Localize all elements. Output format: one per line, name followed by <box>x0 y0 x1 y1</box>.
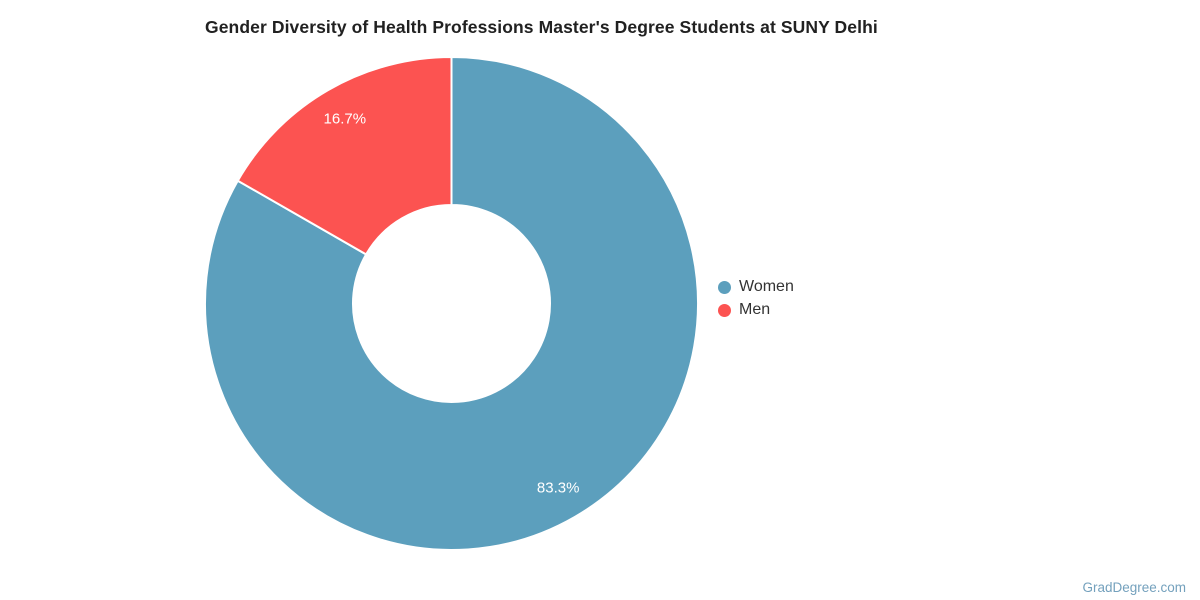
data-label-women: 83.3% <box>537 479 580 496</box>
legend-item-men[interactable]: Men <box>718 301 794 319</box>
pie-slice-men[interactable] <box>236 56 453 256</box>
legend-item-women[interactable]: Women <box>718 278 794 296</box>
legend-marker-women-icon <box>718 280 731 294</box>
data-label-men: 16.7% <box>324 111 367 128</box>
pie-slice-women[interactable] <box>204 56 699 551</box>
watermark-credit-link[interactable]: GradDegree.com <box>1082 580 1186 595</box>
legend-marker-men-icon <box>718 303 731 317</box>
legend-label-men: Men <box>739 301 771 318</box>
legend-label-women: Women <box>739 278 794 295</box>
legend: Women Men <box>718 278 794 319</box>
chart-title: Gender Diversity of Health Professions M… <box>205 17 878 37</box>
